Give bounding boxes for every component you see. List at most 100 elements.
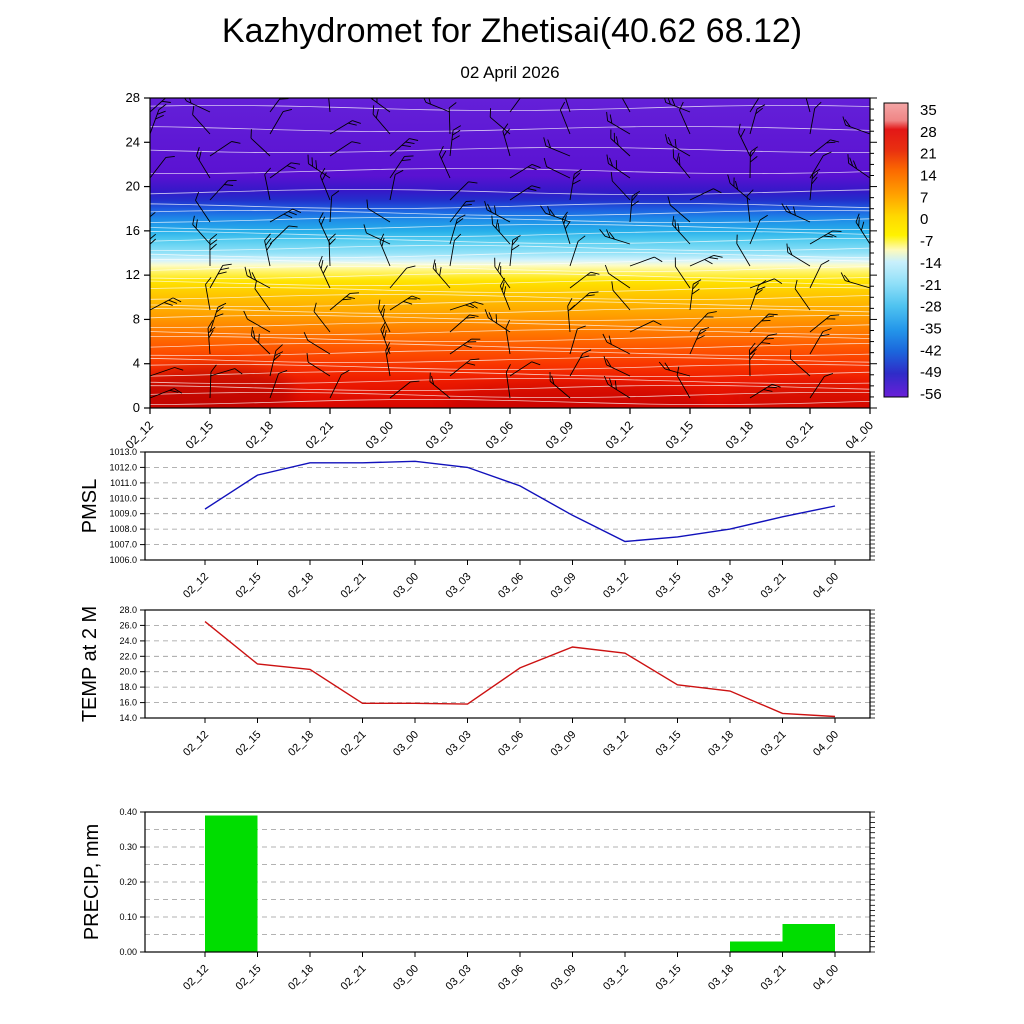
precip-bar bbox=[730, 941, 783, 952]
height-tick-label: 12 bbox=[126, 267, 140, 282]
pmsl-ytick-label: 1009.0 bbox=[109, 509, 137, 519]
date-subtitle: 02 April 2026 bbox=[460, 63, 560, 82]
pmsl-ytick-label: 1012.0 bbox=[109, 462, 137, 472]
pmsl-ytick-label: 1011.0 bbox=[110, 478, 137, 488]
height-tick-label: 8 bbox=[133, 311, 140, 326]
height-tick-label: 20 bbox=[126, 179, 140, 194]
height-tick-label: 24 bbox=[126, 134, 140, 149]
time-tick-label: 04_00 bbox=[843, 418, 877, 452]
temp2m-ytick-label: 22.0 bbox=[119, 651, 137, 661]
time-tick-label: 03_12 bbox=[601, 571, 631, 601]
time-tick-label: 02_12 bbox=[181, 729, 211, 759]
temp2m-ytick-label: 28.0 bbox=[119, 605, 137, 615]
time-tick-label: 03_00 bbox=[363, 418, 397, 452]
time-tick-label: 03_12 bbox=[603, 418, 637, 452]
colorbar-tick-label: 21 bbox=[920, 146, 937, 163]
time-tick-label: 03_18 bbox=[706, 963, 736, 993]
time-tick-label: 03_06 bbox=[483, 418, 517, 452]
time-tick-label: 03_00 bbox=[391, 729, 421, 759]
precip-bar bbox=[782, 924, 835, 952]
pmsl-ytick-label: 1006.0 bbox=[109, 555, 137, 565]
time-tick-label: 02_18 bbox=[286, 571, 316, 601]
temp2m-ytick-label: 14.0 bbox=[119, 713, 137, 723]
time-tick-label: 02_15 bbox=[234, 729, 264, 759]
time-tick-label: 04_00 bbox=[811, 729, 841, 759]
time-tick-label: 03_09 bbox=[549, 729, 579, 759]
time-tick-label: 03_03 bbox=[444, 571, 474, 601]
temp2m-ytick-label: 16.0 bbox=[119, 698, 137, 708]
time-tick-label: 02_15 bbox=[234, 571, 264, 601]
time-tick-label: 03_03 bbox=[444, 729, 474, 759]
time-tick-label: 03_21 bbox=[783, 418, 817, 452]
time-tick-label: 03_09 bbox=[549, 963, 579, 993]
contour-lines bbox=[150, 105, 870, 406]
time-tick-label: 02_18 bbox=[286, 963, 316, 993]
precip-panel: 0.40 0.30 0.20 0.10 0.00 02_12 02_15 02_18 02_21… bbox=[81, 807, 875, 993]
time-tick-label: 02_18 bbox=[286, 729, 316, 759]
temp2m-line bbox=[204, 621, 836, 718]
time-tick-label: 03_12 bbox=[601, 963, 631, 993]
time-tick-label: 02_21 bbox=[303, 418, 337, 452]
precip-ylabel: PRECIP, mm bbox=[81, 824, 103, 940]
precip-ytick-label: 0.30 bbox=[119, 842, 137, 852]
colorbar-tick-label: -14 bbox=[920, 255, 942, 272]
colorbar-tick-label: -28 bbox=[920, 299, 942, 316]
colorbar-tick-label: -35 bbox=[920, 320, 942, 337]
time-tick-label: 04_00 bbox=[811, 571, 841, 601]
temp2m-ytick-label: 18.0 bbox=[119, 682, 137, 692]
time-tick-label: 03_18 bbox=[706, 729, 736, 759]
colorbar-tick-label: -56 bbox=[920, 386, 942, 403]
pmsl-panel: 1013.0 1012.0 1011.0 1010.0 1009.0 1008.0 1007… bbox=[79, 447, 875, 601]
time-tick-label: 03_15 bbox=[654, 571, 684, 601]
colorbar-tick-label: 28 bbox=[920, 124, 937, 141]
time-tick-label: 03_03 bbox=[423, 418, 457, 452]
time-tick-label: 03_21 bbox=[759, 729, 789, 759]
height-tick-label: 16 bbox=[126, 223, 140, 238]
time-tick-label: 03_06 bbox=[496, 729, 526, 759]
height-tick-label: 0 bbox=[133, 400, 140, 415]
colorbar-tick-label: -7 bbox=[920, 233, 933, 250]
pmsl-ytick-label: 1007.0 bbox=[109, 540, 137, 550]
time-tick-label: 03_03 bbox=[444, 963, 474, 993]
precip-ytick-label: 0.20 bbox=[119, 877, 137, 887]
time-tick-label: 03_21 bbox=[759, 571, 789, 601]
pmsl-frame bbox=[144, 451, 871, 561]
wind-barbs bbox=[150, 98, 870, 399]
time-tick-label: 03_00 bbox=[391, 571, 421, 601]
time-tick-label: 02_21 bbox=[339, 963, 369, 993]
pmsl-line bbox=[204, 460, 836, 543]
time-tick-label: 03_21 bbox=[759, 963, 789, 993]
time-tick-label: 03_15 bbox=[663, 418, 697, 452]
pmsl-ylabel: PMSL bbox=[79, 479, 101, 533]
colorbar-tick-label: 14 bbox=[920, 168, 937, 185]
precip-ytick-label: 0.10 bbox=[119, 912, 137, 922]
time-tick-label: 03_15 bbox=[654, 963, 684, 993]
precip-ytick-label: 0.40 bbox=[119, 807, 137, 817]
temp2m-frame bbox=[144, 609, 871, 719]
time-tick-label: 02_21 bbox=[339, 729, 369, 759]
temp2m-ytick-label: 20.0 bbox=[119, 667, 137, 677]
time-tick-label: 02_21 bbox=[339, 571, 369, 601]
height-tick-label: 4 bbox=[133, 356, 140, 371]
temp2m-ytick-label: 26.0 bbox=[119, 620, 137, 630]
colorbar-tick-label: -21 bbox=[920, 277, 942, 294]
page-title: Kazhydromet for Zhetisai(40.62 68.12) bbox=[221, 12, 803, 50]
time-tick-label: 02_12 bbox=[181, 571, 211, 601]
colorbar: 35 28 21 14 7 0 -7 -14 -21 -28 -35 -42 -49 -56 bbox=[883, 102, 942, 403]
precip-bar bbox=[205, 815, 258, 952]
pmsl-ytick-label: 1013.0 bbox=[109, 447, 137, 457]
colorbar-gradient bbox=[883, 102, 909, 398]
time-tick-label: 03_06 bbox=[496, 963, 526, 993]
temp2m-ylabel: TEMP at 2 M bbox=[79, 606, 101, 722]
time-tick-label: 02_12 bbox=[181, 963, 211, 993]
time-tick-label: 02_15 bbox=[183, 418, 217, 452]
time-tick-label: 03_18 bbox=[706, 571, 736, 601]
time-tick-label: 02_15 bbox=[234, 963, 264, 993]
pmsl-ytick-label: 1010.0 bbox=[109, 493, 137, 503]
time-tick-label: 04_00 bbox=[811, 963, 841, 993]
colorbar-tick-label: -42 bbox=[920, 342, 942, 359]
time-tick-label: 03_09 bbox=[549, 571, 579, 601]
